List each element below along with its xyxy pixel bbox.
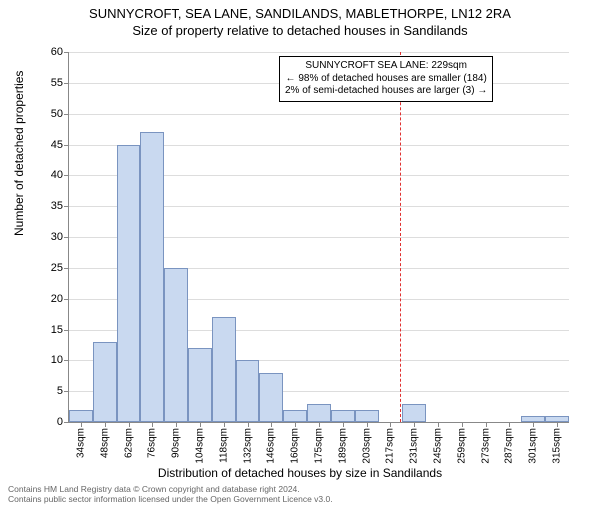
x-tick-label: 217sqm [385, 428, 396, 464]
y-tick-mark [64, 237, 69, 238]
footer-line2: Contains public sector information licen… [8, 494, 333, 504]
x-tick-mark [248, 422, 249, 427]
annotation-line1: SUNNYCROFT SEA LANE: 229sqm [285, 60, 487, 73]
x-tick-label: 175sqm [314, 428, 325, 464]
x-tick-mark [319, 422, 320, 427]
x-tick-label: 287sqm [504, 428, 515, 464]
y-tick-mark [64, 268, 69, 269]
x-tick-label: 315sqm [552, 428, 563, 464]
x-tick-label: 231sqm [409, 428, 420, 464]
y-tick-label: 20 [51, 293, 63, 305]
histogram-bar [402, 404, 426, 423]
x-tick-mark [224, 422, 225, 427]
y-tick-label: 60 [51, 46, 63, 58]
y-tick-mark [64, 330, 69, 331]
histogram-bar [355, 410, 379, 422]
x-tick-label: 90sqm [171, 428, 182, 458]
y-tick-mark [64, 391, 69, 392]
y-tick-label: 25 [51, 262, 63, 274]
y-tick-mark [64, 145, 69, 146]
x-tick-mark [414, 422, 415, 427]
y-tick-label: 30 [51, 231, 63, 243]
y-axis-label: Number of detached properties [12, 71, 26, 236]
y-tick-mark [64, 114, 69, 115]
x-tick-label: 160sqm [290, 428, 301, 464]
y-tick-mark [64, 206, 69, 207]
histogram-bar [188, 348, 212, 422]
histogram-bar [93, 342, 117, 422]
y-tick-mark [64, 299, 69, 300]
x-tick-label: 259sqm [456, 428, 467, 464]
x-tick-mark [295, 422, 296, 427]
y-tick-label: 40 [51, 169, 63, 181]
x-tick-mark [390, 422, 391, 427]
y-tick-label: 50 [51, 108, 63, 120]
x-tick-label: 104sqm [194, 428, 205, 464]
x-tick-label: 34sqm [75, 428, 86, 458]
y-tick-label: 0 [57, 416, 63, 428]
x-tick-label: 301sqm [528, 428, 539, 464]
y-tick-mark [64, 360, 69, 361]
footer-line1: Contains HM Land Registry data © Crown c… [8, 484, 333, 494]
title-line1: SUNNYCROFT, SEA LANE, SANDILANDS, MABLET… [0, 6, 600, 21]
histogram-bar [307, 404, 331, 423]
grid-line [69, 114, 569, 115]
x-tick-mark [533, 422, 534, 427]
y-tick-label: 10 [51, 354, 63, 366]
y-tick-label: 45 [51, 139, 63, 151]
histogram-bar [164, 268, 188, 422]
x-tick-mark [557, 422, 558, 427]
x-tick-label: 203sqm [361, 428, 372, 464]
histogram-bar [117, 145, 141, 423]
y-tick-label: 5 [57, 385, 63, 397]
x-tick-label: 146sqm [266, 428, 277, 464]
annotation-line2: ← 98% of detached houses are smaller (18… [285, 73, 487, 86]
histogram-bar [69, 410, 93, 422]
x-axis-label: Distribution of detached houses by size … [0, 466, 600, 480]
y-tick-mark [64, 83, 69, 84]
x-tick-mark [200, 422, 201, 427]
x-tick-mark [271, 422, 272, 427]
x-tick-label: 118sqm [218, 428, 229, 463]
x-tick-mark [152, 422, 153, 427]
x-tick-mark [81, 422, 82, 427]
x-tick-mark [176, 422, 177, 427]
x-tick-mark [462, 422, 463, 427]
y-tick-mark [64, 422, 69, 423]
x-tick-label: 132sqm [242, 428, 253, 464]
histogram-bar [259, 373, 283, 422]
x-tick-mark [509, 422, 510, 427]
x-tick-mark [129, 422, 130, 427]
y-tick-label: 55 [51, 77, 63, 89]
annotation-box: SUNNYCROFT SEA LANE: 229sqm← 98% of deta… [279, 56, 493, 102]
annotation-line3: 2% of semi-detached houses are larger (3… [285, 85, 487, 98]
x-tick-mark [343, 422, 344, 427]
y-tick-label: 35 [51, 200, 63, 212]
x-tick-mark [486, 422, 487, 427]
y-tick-mark [64, 52, 69, 53]
grid-line [69, 52, 569, 53]
title-line2: Size of property relative to detached ho… [0, 23, 600, 38]
x-tick-label: 189sqm [337, 428, 348, 464]
x-tick-mark [367, 422, 368, 427]
x-tick-label: 62sqm [123, 428, 134, 458]
property-marker-line [400, 52, 401, 422]
histogram-bar [140, 132, 164, 422]
x-tick-mark [438, 422, 439, 427]
x-tick-label: 48sqm [99, 428, 110, 458]
y-tick-mark [64, 175, 69, 176]
y-tick-label: 15 [51, 324, 63, 336]
x-tick-mark [105, 422, 106, 427]
histogram-bar [331, 410, 355, 422]
chart-plot-area: 05101520253035404550556034sqm48sqm62sqm7… [68, 52, 569, 423]
histogram-bar [212, 317, 236, 422]
footer-text: Contains HM Land Registry data © Crown c… [8, 484, 333, 504]
x-tick-label: 76sqm [147, 428, 158, 458]
x-tick-label: 273sqm [480, 428, 491, 464]
x-tick-label: 245sqm [433, 428, 444, 464]
histogram-bar [236, 360, 260, 422]
histogram-bar [283, 410, 307, 422]
